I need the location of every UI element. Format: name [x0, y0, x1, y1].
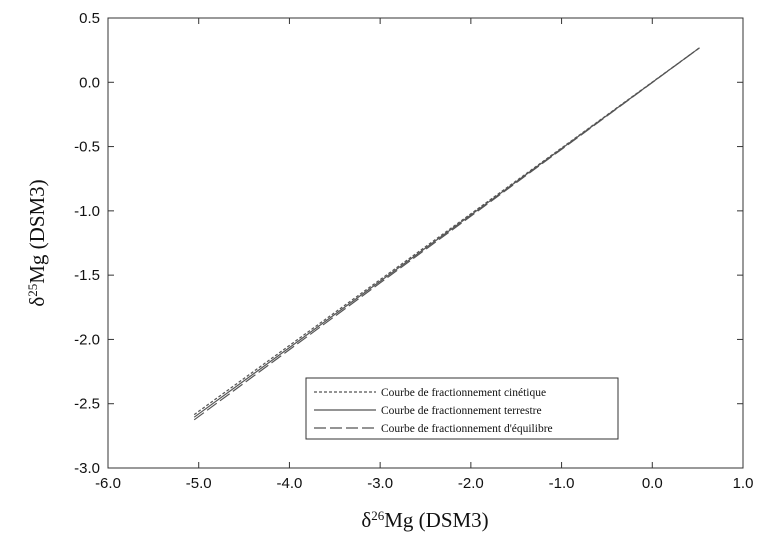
y-tick-label: -1.5	[74, 267, 100, 284]
series-line-equilibrium	[193, 47, 700, 421]
x-axis-title: δ26Mg (DSM3)	[361, 508, 488, 533]
y-tick-label: -2.5	[74, 396, 100, 413]
legend-box	[305, 377, 619, 440]
x-tick-label: -5.0	[186, 475, 212, 492]
x-tick-label: -1.0	[549, 475, 575, 492]
y-axis-ticks: 0.5 0.0 -0.5 -1.0 -1.5 -2.0 -2.5 -3.0	[74, 10, 743, 477]
x-tick-label: -3.0	[367, 475, 393, 492]
y-tick-label: -2.0	[74, 331, 100, 348]
y-tick-label: -0.5	[74, 139, 100, 156]
y-tick-label: -1.0	[74, 203, 100, 220]
x-tick-label: -2.0	[458, 475, 484, 492]
x-axis-ticks: -6.0 -5.0 -4.0 -3.0 -2.0 -1.0 0.0 1.0	[95, 18, 753, 492]
y-axis-title: δ25Mg (DSM3)	[25, 179, 50, 306]
legend: Courbe de fractionnement cinétique Courb…	[305, 377, 619, 440]
y-tick-label: 0.5	[79, 10, 100, 27]
x-axis-title-delta: δ	[361, 508, 371, 532]
x-tick-label: -6.0	[95, 475, 121, 492]
x-axis-title-superscript: 26	[371, 508, 385, 523]
legend-label-terrestrial: Courbe de fractionnement terrestre	[381, 405, 542, 417]
x-tick-label: 1.0	[733, 475, 754, 492]
y-tick-label: 0.0	[79, 74, 100, 91]
plot-frame	[107, 17, 744, 469]
x-tick-label: 0.0	[642, 475, 663, 492]
x-axis-title-text: Mg (DSM3)	[384, 508, 488, 532]
legend-label-kinetic: Courbe de fractionnement cinétique	[381, 387, 546, 399]
y-axis-title-delta: δ	[25, 297, 49, 307]
y-axis-title-superscript: 25	[25, 284, 40, 297]
legend-label-equilibrium: Courbe de fractionnement d'équilibre	[381, 423, 553, 435]
series-lines	[193, 47, 700, 421]
x-tick-label: -4.0	[276, 475, 302, 492]
y-axis-title-text: Mg (DSM3)	[25, 179, 49, 283]
y-tick-label: -3.0	[74, 460, 100, 477]
